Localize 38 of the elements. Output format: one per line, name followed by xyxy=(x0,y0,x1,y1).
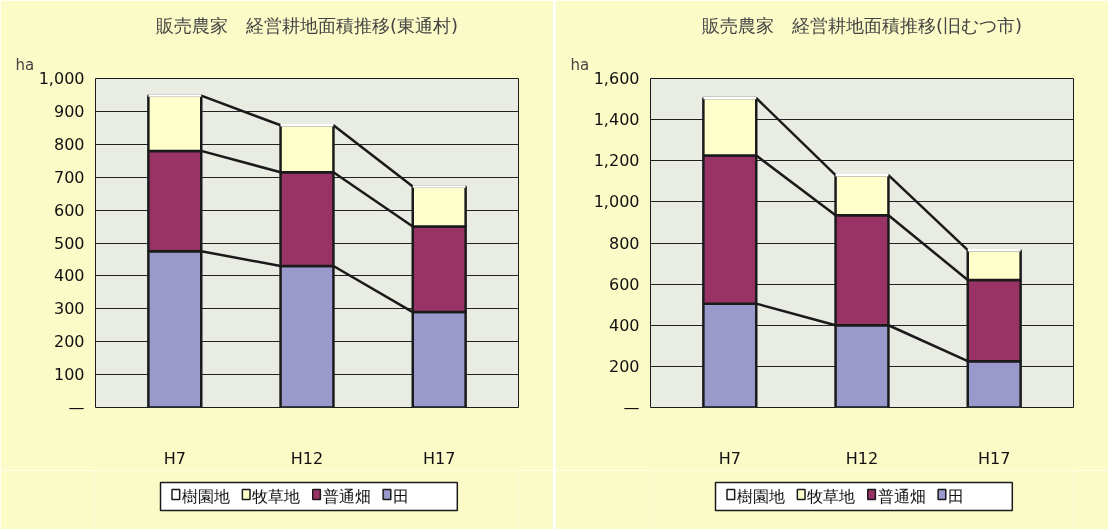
x-tick-label: H12 xyxy=(845,448,879,468)
legend-label: 樹園地 xyxy=(736,487,785,506)
y-tick-label: 200 xyxy=(608,356,640,376)
y-tick-label: 200 xyxy=(53,332,85,352)
y-tick-label: 100 xyxy=(53,365,85,385)
y-tick-label: 1,400 xyxy=(593,110,640,130)
y-tick-label: 300 xyxy=(53,299,85,319)
legend-label: 普通畑 xyxy=(877,487,926,506)
x-tick-label: H17 xyxy=(977,448,1011,468)
y-tick-label: 700 xyxy=(53,167,85,187)
legend-label: 田 xyxy=(948,487,965,506)
y-tick-label: 1,200 xyxy=(593,151,640,171)
y-tick-label: 1,600 xyxy=(593,69,640,88)
y-tick-label: — xyxy=(68,398,85,417)
y-tick-label: 400 xyxy=(608,315,640,335)
legend-label: 田 xyxy=(393,487,410,506)
y-tick-label: — xyxy=(623,398,640,417)
y-tick-label: 1,000 xyxy=(38,69,85,88)
y-tick-label: 500 xyxy=(53,233,85,253)
x-tick-label: H7 xyxy=(163,448,186,468)
x-tick-label: H7 xyxy=(718,448,741,468)
legend-label: 樹園地 xyxy=(181,487,230,506)
x-tick-label: H17 xyxy=(422,448,456,468)
y-tick-label: 800 xyxy=(608,233,640,253)
chart-title: 販売農家 経営耕地面積推移(東通村) xyxy=(155,15,459,36)
legend-label: 牧草地 xyxy=(252,487,301,506)
legend-label: 牧草地 xyxy=(807,487,856,506)
y-axis-title: ha xyxy=(570,55,590,74)
legend-label: 普通畑 xyxy=(322,487,371,506)
y-tick-label: 600 xyxy=(53,200,85,220)
y-tick-label: 1,000 xyxy=(593,192,640,212)
chart-title: 販売農家 経営耕地面積推移(旧むつ市) xyxy=(701,15,1023,36)
y-axis-title: ha xyxy=(15,55,35,74)
y-tick-label: 900 xyxy=(53,101,85,121)
y-tick-label: 400 xyxy=(53,266,85,286)
x-tick-label: H12 xyxy=(290,448,324,468)
y-tick-label: 800 xyxy=(53,134,85,154)
y-tick-label: 600 xyxy=(608,274,640,294)
